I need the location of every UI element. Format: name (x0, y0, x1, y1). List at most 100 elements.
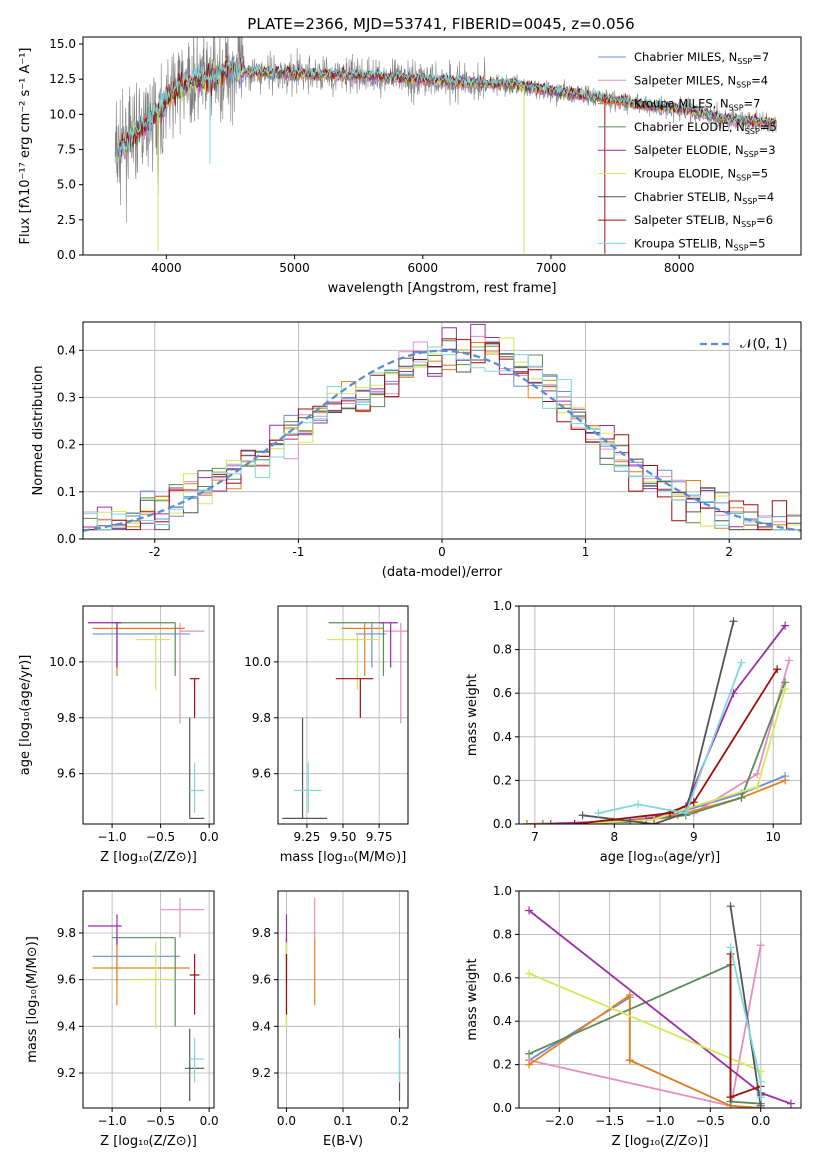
plot-area (114, 37, 777, 254)
y-tick-label: 15.0 (49, 37, 76, 51)
panel-ebv-mass: 0.0 0.1 0.2 9.2 9.4 9.6 9.8 E(B-V) (252, 890, 409, 1149)
weight-point-marker (726, 943, 735, 952)
y-axis-label: Flux [fλ10⁻¹⁷ erg cm⁻² s⁻¹ A⁻¹] (18, 48, 33, 245)
plot-area (87, 898, 205, 1101)
weight-point-marker (785, 656, 794, 665)
weight-point-marker (753, 782, 762, 791)
weight-point-marker (781, 684, 790, 693)
y-tick-label: 0.0 (57, 248, 76, 262)
weight-point-marker (634, 800, 643, 809)
weight-point-marker (737, 658, 746, 667)
weight-point-marker (729, 617, 738, 626)
x-tick-label: 9.50 (330, 830, 357, 844)
y-tick-label: 9.6 (57, 767, 76, 781)
x-tick-label: 6000 (407, 261, 438, 275)
histogram-step-line (83, 323, 801, 531)
weight-point-marker (546, 820, 555, 824)
weight-series-line (582, 621, 735, 824)
plot-area (282, 622, 408, 820)
x-tick-label: 0.0 (277, 1114, 296, 1128)
y-tick-label: 5.0 (57, 178, 76, 192)
x-tick-label: 4000 (151, 261, 182, 275)
weight-point-marker (525, 1049, 534, 1058)
weight-series-line (574, 688, 786, 824)
weight-series-line (528, 963, 761, 1105)
y-tick-label: 0.6 (493, 971, 512, 985)
weight-point-marker (625, 1056, 634, 1065)
weight-point-marker (756, 1077, 765, 1086)
legend-entry-label: Chabrier MILES, NSSP=7 (634, 50, 769, 66)
y-axis-label: mass weight (465, 674, 480, 756)
x-tick-label: −1.0 (98, 830, 127, 844)
legend-entry-label: Salpeter ELODIE, NSSP=3 (634, 143, 776, 159)
x-tick-label: −1.0 (645, 1114, 674, 1128)
axes-frame (82, 321, 802, 540)
weight-series-line (598, 662, 743, 815)
model-spectrum-line (117, 56, 777, 157)
weight-point-marker (726, 902, 735, 911)
weight-series-line (729, 906, 762, 1106)
weight-point-marker (538, 820, 547, 824)
y-tick-label: 0.2 (493, 773, 512, 787)
x-axis-label: Z [log₁₀(Z/Z⊙)] (100, 1134, 197, 1149)
x-tick-label: −2.0 (545, 1114, 574, 1128)
plot-area (83, 323, 801, 532)
weight-point-marker (756, 941, 765, 950)
x-axis-label: (data-model)/error (382, 565, 503, 580)
weight-series-line (528, 972, 762, 1098)
axes-frame (82, 890, 215, 1109)
weight-point-marker (525, 906, 534, 915)
x-tick-label: -1 (292, 545, 304, 559)
y-axis-label: age [log₁₀(age/yr)] (18, 655, 33, 776)
legend-entry-label: Salpeter STELIB, NSSP=6 (634, 213, 773, 229)
x-tick-label: 9 (690, 830, 698, 844)
x-tick-label: −0.5 (696, 1114, 725, 1128)
y-tick-label: 0.3 (57, 390, 76, 404)
y-tick-label: 0.0 (493, 1101, 512, 1115)
x-axis-label: wavelength [Angstrom, rest frame] (328, 281, 557, 296)
y-tick-label: 1.0 (493, 599, 512, 613)
figure-title: PLATE=2366, MJD=53741, FIBERID=0045, z=0… (247, 15, 634, 33)
weight-series-line (528, 995, 761, 1108)
x-tick-label: 9.75 (366, 830, 393, 844)
y-tick-label: 9.6 (57, 973, 76, 987)
weight-series-line (574, 668, 778, 824)
y-tick-label: 0.4 (57, 343, 76, 357)
y-tick-label: 9.8 (252, 926, 271, 940)
x-tick-label: 0 (438, 545, 446, 559)
plot-area (87, 622, 205, 820)
legend-entry-label: Chabrier ELODIE, NSSP=5 (634, 120, 777, 136)
panel-mass-age: 9.25 9.50 9.75 9.6 9.8 10.0 mass [log₁₀(M/M⊙)] (244, 605, 409, 865)
weight-series-line (542, 681, 786, 824)
y-tick-label: 0.6 (493, 686, 512, 700)
y-tick-label: 0.1 (57, 485, 76, 499)
weight-series-line (526, 660, 790, 824)
x-tick-label: -2 (149, 545, 161, 559)
x-tick-label: −1.5 (595, 1114, 624, 1128)
weight-point-marker (570, 820, 579, 824)
x-axis-label: age [log₁₀(age/yr)] (600, 850, 721, 865)
weight-point-marker (681, 809, 690, 818)
histogram-step-line (83, 346, 801, 531)
weight-point-marker (753, 769, 762, 778)
panel-spectrum: 4000 5000 6000 7000 8000 0.0 2.5 5.0 7.5 10.0 12.5… (18, 36, 802, 296)
x-tick-label: 5000 (279, 261, 310, 275)
x-tick-label: 8000 (664, 261, 695, 275)
y-tick-label: 9.6 (252, 767, 271, 781)
x-tick-label: 2 (725, 545, 733, 559)
x-tick-label: 7 (531, 830, 539, 844)
x-tick-label: 0.0 (200, 1114, 219, 1128)
plot-area (525, 902, 795, 1108)
axes-frame (518, 605, 802, 825)
legend: Chabrier MILES, NSSP=7 Salpeter MILES, NS… (598, 50, 777, 252)
weight-point-marker (773, 665, 782, 674)
axes-frame (82, 605, 215, 825)
x-tick-label: 0.1 (333, 1114, 352, 1128)
legend-entry-label: 𝒩(0, 1) (740, 337, 787, 352)
x-tick-label: 0.0 (200, 830, 219, 844)
panel-Z-mass: −1.0 −0.5 0.0 9.2 9.4 9.6 9.8 Z [log₁₀(Z/Z⊙)] ma… (25, 890, 219, 1149)
y-tick-label: 9.8 (57, 711, 76, 725)
panel-Z-weight: −2.0 −1.5 −1.0 −0.5 0.0 0.0 0.2 0.4 0.6 0.8 1.0 Z [… (465, 884, 802, 1149)
x-tick-label: −0.5 (146, 830, 175, 844)
